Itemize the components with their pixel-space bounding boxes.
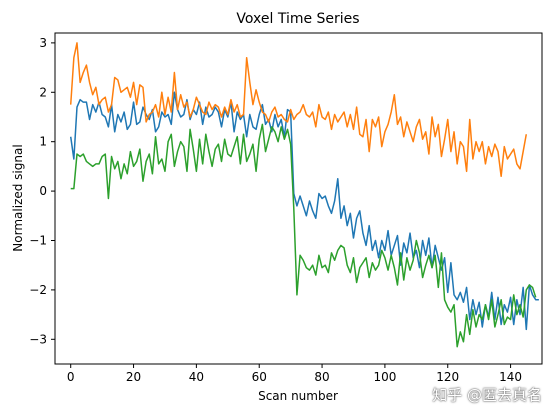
series-line-3 bbox=[70, 123, 537, 348]
x-tick-label: 0 bbox=[67, 370, 75, 384]
x-tick-label: 60 bbox=[252, 370, 267, 384]
y-tick-label: 0 bbox=[39, 184, 47, 198]
x-tick-label: 20 bbox=[126, 370, 141, 384]
series-line-1 bbox=[69, 91, 539, 331]
y-tick-label: −2 bbox=[29, 283, 47, 297]
watermark: 知乎 @匿去真名 bbox=[432, 386, 542, 404]
x-tick-label: 140 bbox=[499, 370, 522, 384]
chart-title: Voxel Time Series bbox=[236, 11, 359, 27]
x-tick-label: 120 bbox=[436, 370, 459, 384]
x-tick-label: 80 bbox=[314, 370, 329, 384]
y-tick-label: 2 bbox=[39, 85, 47, 99]
x-tick-label: 100 bbox=[373, 370, 396, 384]
y-tick-label: 3 bbox=[39, 36, 47, 50]
y-axis: −3 −2 −1 0 1 2 3 bbox=[29, 36, 55, 346]
x-tick-label: 40 bbox=[189, 370, 204, 384]
y-axis-label: Normalized signal bbox=[11, 144, 25, 251]
y-tick-label: −1 bbox=[29, 233, 47, 247]
y-tick-label: 1 bbox=[39, 135, 47, 149]
y-tick-label: −3 bbox=[29, 332, 47, 346]
plot-frame bbox=[54, 32, 543, 365]
x-axis-label: Scan number bbox=[258, 389, 338, 403]
series-layer bbox=[69, 42, 539, 348]
series-line-2 bbox=[69, 42, 528, 178]
x-axis: 0 20 40 60 80 100 120 140 bbox=[67, 364, 522, 384]
